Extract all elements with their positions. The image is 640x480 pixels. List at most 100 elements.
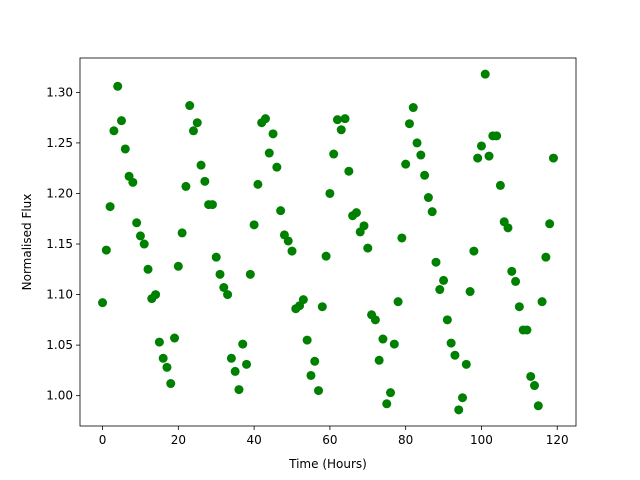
- point: [200, 176, 210, 186]
- point: [495, 180, 505, 190]
- point: [393, 297, 403, 307]
- point: [276, 206, 286, 216]
- point: [158, 353, 168, 363]
- point: [389, 339, 399, 349]
- point: [378, 334, 388, 344]
- point: [370, 315, 380, 325]
- point: [374, 355, 384, 365]
- point: [469, 246, 479, 256]
- point: [310, 356, 320, 366]
- y-tick-label: 1.30: [46, 85, 73, 99]
- x-tick-label: 60: [322, 433, 337, 447]
- point: [340, 114, 350, 124]
- point: [207, 200, 217, 210]
- point: [332, 115, 342, 125]
- point: [215, 269, 225, 279]
- point: [298, 295, 308, 305]
- x-tick-label: 80: [398, 433, 413, 447]
- point: [188, 126, 198, 136]
- point: [132, 218, 142, 228]
- point: [450, 350, 460, 360]
- point: [458, 393, 468, 403]
- y-tick-label: 1.00: [46, 389, 73, 403]
- y-tick-label: 1.20: [46, 186, 73, 200]
- x-tick-label: 120: [546, 433, 569, 447]
- point: [446, 338, 456, 348]
- point: [177, 228, 187, 238]
- point: [530, 381, 540, 391]
- point: [192, 118, 202, 128]
- x-tick-label: 40: [246, 433, 261, 447]
- point: [541, 252, 551, 262]
- point: [272, 162, 282, 172]
- point: [329, 149, 339, 159]
- point: [260, 114, 270, 124]
- point: [234, 385, 244, 395]
- point: [238, 339, 248, 349]
- point: [420, 170, 430, 180]
- point: [105, 202, 115, 212]
- point: [283, 236, 293, 246]
- point: [143, 264, 153, 274]
- point: [321, 251, 331, 261]
- point: [526, 371, 536, 381]
- point: [154, 337, 164, 347]
- point: [548, 153, 558, 163]
- y-tick-label: 1.10: [46, 288, 73, 302]
- point: [135, 231, 145, 241]
- y-tick-label: 1.05: [46, 338, 73, 352]
- point: [181, 181, 191, 191]
- point: [128, 177, 138, 187]
- point: [242, 359, 252, 369]
- x-axis-label: Time (Hours): [288, 457, 367, 471]
- point: [211, 252, 221, 262]
- point: [359, 221, 369, 231]
- y-tick-label: 1.25: [46, 136, 73, 150]
- point: [306, 370, 316, 380]
- point: [412, 138, 422, 148]
- point: [173, 261, 183, 271]
- point: [344, 166, 354, 176]
- point: [465, 287, 475, 297]
- y-axis-label: Normalised Flux: [20, 194, 34, 291]
- x-tick-label: 0: [99, 433, 107, 447]
- point: [151, 290, 161, 300]
- point: [185, 101, 195, 111]
- point: [423, 193, 433, 203]
- point: [302, 335, 312, 345]
- point: [325, 188, 335, 198]
- point: [109, 126, 119, 136]
- point: [98, 298, 108, 308]
- point: [476, 141, 486, 151]
- point: [139, 239, 149, 249]
- point: [120, 144, 130, 154]
- point: [511, 276, 521, 286]
- point: [382, 399, 392, 409]
- point: [480, 69, 490, 79]
- point: [113, 81, 123, 91]
- point: [484, 151, 494, 161]
- point: [116, 116, 126, 126]
- point: [439, 275, 449, 285]
- point: [363, 243, 373, 253]
- point: [170, 333, 180, 343]
- point: [397, 233, 407, 243]
- y-tick-label: 1.15: [46, 237, 73, 251]
- x-tick-label: 20: [171, 433, 186, 447]
- point: [431, 257, 441, 267]
- point: [522, 325, 532, 335]
- point: [249, 220, 259, 230]
- point: [507, 266, 517, 276]
- point: [492, 131, 502, 141]
- point: [317, 302, 327, 312]
- point: [537, 297, 547, 307]
- point: [454, 405, 464, 415]
- point: [223, 290, 233, 300]
- point: [461, 359, 471, 369]
- point: [245, 269, 255, 279]
- point: [219, 282, 229, 292]
- point: [314, 386, 324, 396]
- point: [226, 353, 236, 363]
